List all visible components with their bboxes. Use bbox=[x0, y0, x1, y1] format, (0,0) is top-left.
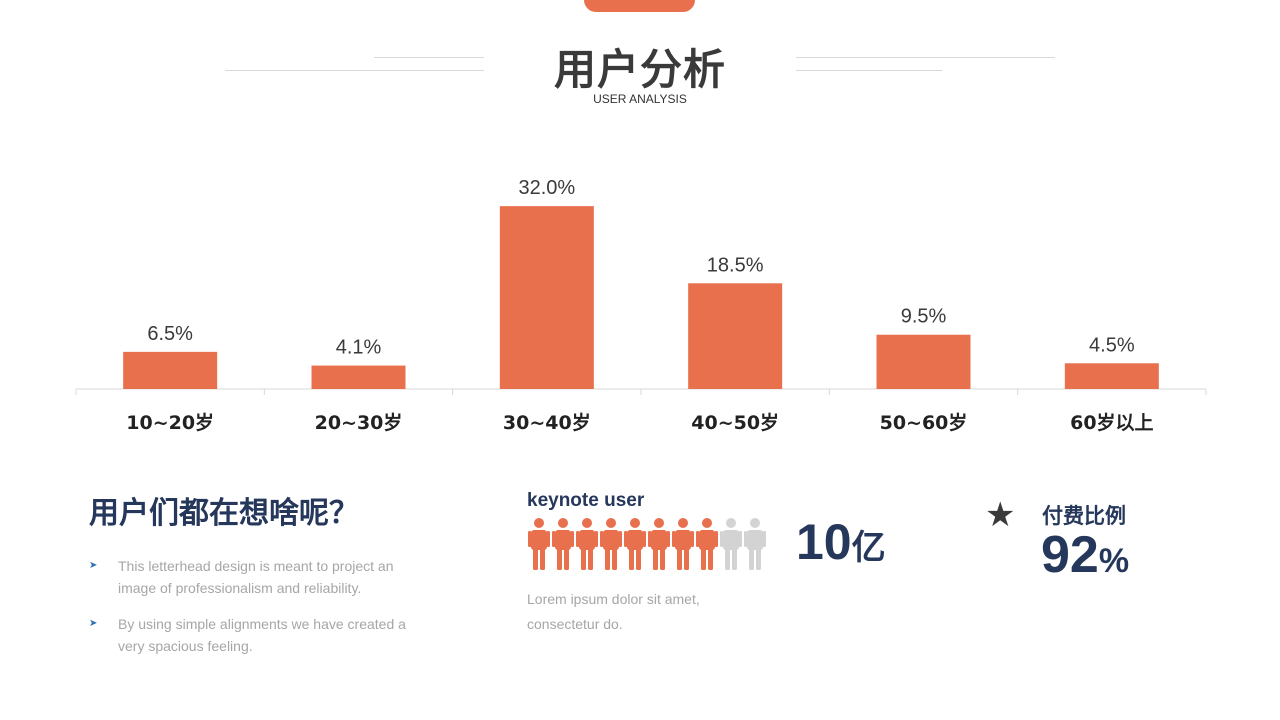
top-tab-decoration bbox=[584, 0, 695, 12]
category-tick-label: 10~20岁 bbox=[126, 411, 214, 434]
bar-value-label: 4.5% bbox=[1089, 334, 1135, 356]
person-icon bbox=[576, 518, 598, 570]
page-title: 用户分析 bbox=[553, 45, 726, 94]
payment-ratio-value: 92% bbox=[1041, 525, 1129, 585]
category-tick-label: 60岁以上 bbox=[1070, 411, 1153, 434]
user-count-unit: 亿 bbox=[851, 528, 886, 568]
person-icon bbox=[696, 518, 718, 570]
title-divider-right-upper bbox=[796, 57, 1055, 58]
bar bbox=[499, 206, 594, 389]
person-icon bbox=[720, 518, 742, 570]
bar bbox=[688, 283, 783, 389]
bar-value-label: 6.5% bbox=[147, 323, 193, 345]
bar-value-label: 18.5% bbox=[707, 254, 764, 276]
category-tick-label: 20~30岁 bbox=[315, 411, 403, 434]
list-item: ➤ By using simple alignments we have cre… bbox=[89, 613, 409, 657]
person-icon bbox=[552, 518, 574, 570]
bullet-text: This letterhead design is meant to proje… bbox=[118, 558, 394, 596]
person-icon bbox=[624, 518, 646, 570]
bullet-text: By using simple alignments we have creat… bbox=[118, 616, 406, 654]
bar-value-label: 9.5% bbox=[901, 306, 947, 328]
title-divider-right bbox=[796, 70, 942, 71]
payment-ratio-number: 92 bbox=[1041, 526, 1099, 584]
person-icon bbox=[648, 518, 670, 570]
star-icon: ★ bbox=[985, 495, 1016, 535]
title-divider-left bbox=[225, 70, 484, 71]
bar bbox=[876, 334, 971, 389]
user-count: 10亿 bbox=[796, 513, 886, 571]
age-bar-chart: 6.5% 10~20岁 4.1% 20~30岁 32.0% 30~40岁 18.5% 40~5… bbox=[75, 177, 1207, 434]
keynote-description: Lorem ipsum dolor sit amet, consectetur … bbox=[527, 591, 700, 632]
bullet-list: ➤ This letterhead design is meant to pro… bbox=[89, 555, 409, 671]
payment-ratio-label: 付费比例 bbox=[1042, 504, 1126, 528]
bar-value-label: 4.1% bbox=[336, 337, 382, 359]
category-tick-label: 30~40岁 bbox=[503, 411, 591, 434]
keynote-user-title: keynote user bbox=[527, 490, 645, 511]
person-icon bbox=[672, 518, 694, 570]
arrow-right-icon: ➤ bbox=[89, 560, 98, 571]
category-tick-label: 50~60岁 bbox=[880, 411, 968, 434]
section-heading: 用户们都在想啥呢？ bbox=[89, 496, 359, 531]
bar-value-label: 32.0% bbox=[518, 177, 575, 199]
arrow-right-icon: ➤ bbox=[89, 618, 98, 629]
user-count-number: 10 bbox=[796, 514, 852, 570]
bar bbox=[123, 351, 218, 389]
list-item: ➤ This letterhead design is meant to pro… bbox=[89, 555, 409, 599]
bar bbox=[311, 365, 406, 389]
person-icon bbox=[744, 518, 766, 570]
title-divider-left-upper bbox=[374, 57, 484, 58]
payment-ratio-unit: % bbox=[1098, 542, 1130, 580]
person-icon bbox=[528, 518, 550, 570]
category-tick-label: 40~50岁 bbox=[691, 411, 779, 434]
page-subtitle: USER ANALYSIS bbox=[593, 92, 687, 106]
person-icon bbox=[600, 518, 622, 570]
bar bbox=[1064, 363, 1159, 389]
